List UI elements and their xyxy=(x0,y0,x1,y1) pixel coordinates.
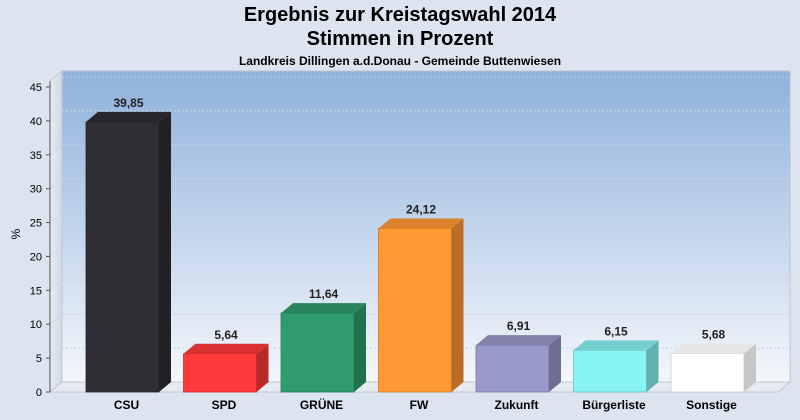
bar-top xyxy=(378,218,464,229)
data-label: 5,64 xyxy=(214,328,238,342)
x-tick-label: Zukunft xyxy=(495,398,539,412)
y-tick-label: 10 xyxy=(30,319,42,331)
bar-bürgerliste: 6,15 xyxy=(573,324,659,393)
grid-line-wall xyxy=(49,110,63,122)
x-axis: CSU SPD GRÜNE FW Zukunft Bürgerliste Sonstige xyxy=(114,397,737,412)
grid-line-wall xyxy=(49,76,63,88)
bars: 39,85 5,64 11,64 24,12 6,91 6,15 5,68 xyxy=(85,96,756,393)
bar-sonstige: 5,68 xyxy=(670,328,756,393)
chart-caption: Landkreis Dillingen a.d.Donau - Gemeinde… xyxy=(238,54,562,68)
side-wall xyxy=(49,69,63,394)
grid-line-wall xyxy=(49,347,63,359)
grid-line-wall xyxy=(49,246,63,257)
y-tick-label: 15 xyxy=(30,285,42,297)
grid-line-wall xyxy=(49,279,63,291)
data-label: 39,85 xyxy=(113,96,143,110)
y-tick-label: 30 xyxy=(30,184,42,196)
bar-grüne: 11,64 xyxy=(280,287,366,393)
bar-top xyxy=(86,111,171,122)
data-label: 6,15 xyxy=(604,324,628,338)
bar-side xyxy=(646,340,659,392)
x-tick-label: GRÜNE xyxy=(300,397,343,412)
bar-side xyxy=(256,343,269,392)
bar-side xyxy=(549,335,561,392)
bar-front xyxy=(475,344,550,393)
bar-front xyxy=(85,121,160,393)
y-tick-label: 35 xyxy=(30,150,42,162)
bar-front xyxy=(573,349,647,393)
x-tick-label: Bürgerliste xyxy=(582,398,646,412)
bar-top xyxy=(671,343,756,354)
bar-front xyxy=(280,312,355,393)
x-tick-label: CSU xyxy=(114,398,139,412)
chart-subtitle: Stimmen in Prozent xyxy=(306,28,494,50)
data-label: 6,91 xyxy=(507,319,531,333)
y-tick-label: 0 xyxy=(36,387,42,399)
grid-line-wall xyxy=(49,313,63,325)
bar-top xyxy=(476,335,561,346)
bar-top xyxy=(281,303,366,314)
y-tick-label: 45 xyxy=(30,82,42,94)
bar-spd: 5,64 xyxy=(183,328,269,393)
y-tick-label: 40 xyxy=(30,116,42,128)
x-tick-label: SPD xyxy=(212,398,237,412)
bar-front xyxy=(183,353,257,393)
bar-front xyxy=(670,353,745,393)
y-tick-label: 5 xyxy=(36,353,42,365)
bar-top xyxy=(573,340,659,351)
y-tick-label: 20 xyxy=(30,251,42,263)
x-tick-label: FW xyxy=(410,398,429,412)
bar-csu: 39,85 xyxy=(85,96,171,393)
chart-title: Ergebnis zur Kreistagswahl 2014 xyxy=(243,4,557,26)
y-axis: 0 5 10 15 20 25 30 35 40 45 xyxy=(30,81,51,399)
bar-side xyxy=(451,218,464,392)
bar-front xyxy=(378,228,452,393)
y-axis-label: % xyxy=(9,228,23,239)
bar-side xyxy=(354,303,366,392)
x-tick-label: Sonstige xyxy=(686,398,737,412)
bar-side xyxy=(744,343,756,392)
data-label: 11,64 xyxy=(309,287,339,301)
grid-line-wall xyxy=(49,144,63,156)
data-label: 24,12 xyxy=(406,203,436,217)
grid-line-wall xyxy=(49,212,63,223)
data-label: 5,68 xyxy=(702,328,726,342)
bar-zukunft: 6,91 xyxy=(475,319,561,393)
bar-side xyxy=(159,111,171,393)
y-tick-label: 25 xyxy=(30,218,42,230)
bar-top xyxy=(183,343,269,354)
bar-fw: 24,12 xyxy=(378,203,464,393)
grid-line-wall xyxy=(49,178,63,190)
